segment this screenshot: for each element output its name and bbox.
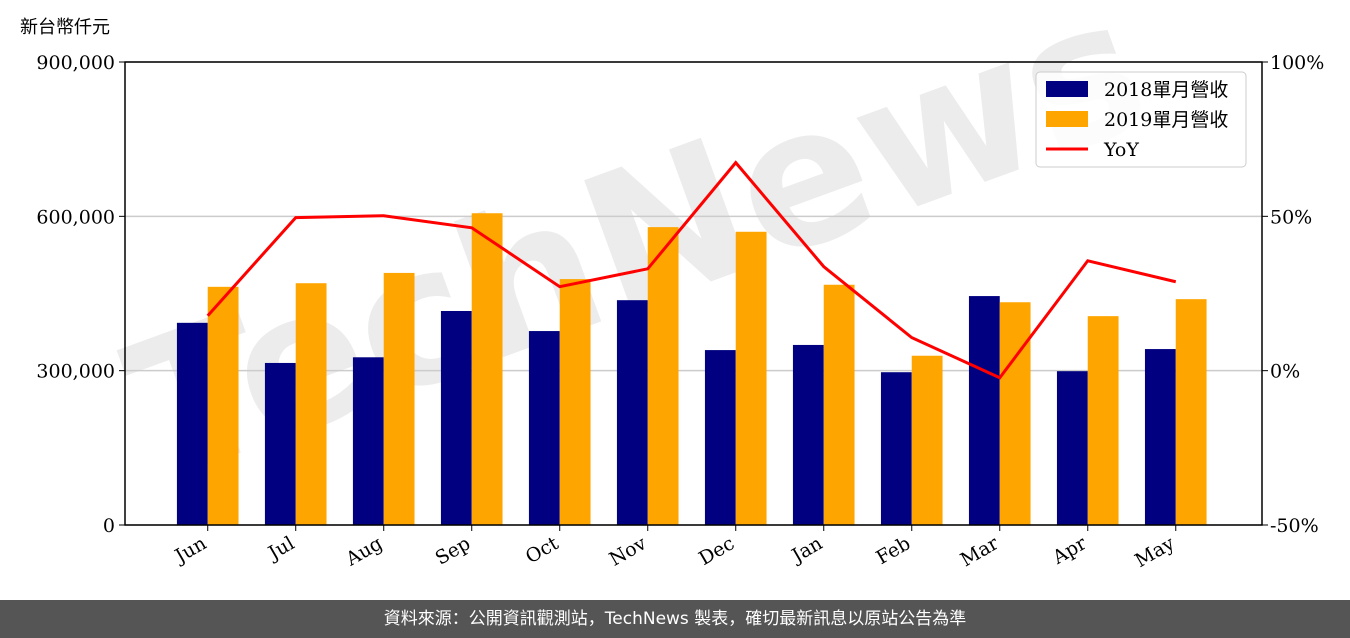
chart: TechNews 新台幣仟元 0300,000600,000900,000-50… [20,0,1324,572]
x-tick-label: Aug [341,532,386,571]
bar [207,286,239,525]
x-tick-label: Oct [522,532,563,568]
bar [264,362,296,525]
y-tick-label: 900,000 [36,52,115,74]
bar [528,331,560,525]
y2-tick-label: -50% [1270,515,1319,537]
bar [1056,371,1088,525]
bar [1087,316,1119,525]
bar [792,344,824,525]
x-tick-label: Jan [787,532,827,568]
x-tick-label: Jul [263,532,298,565]
bar [559,279,591,525]
bar [1144,349,1176,525]
y-axis-label: 新台幣仟元 [20,17,110,38]
x-tick-label: Mar [957,532,1003,571]
bar [1175,299,1207,525]
legend-swatch [1046,81,1088,97]
bar [352,357,384,525]
bar [440,310,472,525]
x-tick-label: Dec [695,532,738,570]
y-tick-label: 0 [103,515,115,537]
bar [176,322,208,525]
bar [383,272,415,525]
x-tick-label: Nov [606,532,651,571]
plot-frame [124,61,1263,526]
y-tick-label: 600,000 [36,206,115,228]
bar [999,302,1031,525]
legend-label: 2019單月營收 [1104,109,1228,131]
legend-label: YoY [1103,139,1139,161]
y2-tick-label: 50% [1270,206,1312,228]
y2-tick-label: 100% [1270,52,1324,74]
x-tick-label: Jun [170,532,211,568]
x-tick-label: Sep [432,532,475,569]
bar [471,213,503,525]
bar [295,283,327,525]
bar [823,284,855,525]
bar [704,350,736,525]
bar [911,355,943,525]
bar [647,227,679,526]
x-tick-label: May [1131,532,1178,572]
x-tick-label: Feb [872,532,914,569]
x-tick-label: Apr [1048,532,1091,569]
legend-box [1035,71,1247,168]
bar [880,372,912,525]
bar [968,296,1000,525]
footer: 資料來源：公開資訊觀測站，TechNews 製表，確切最新訊息以原站公告為準 [0,600,1350,638]
bar [735,231,767,525]
y2-tick-label: 0% [1270,361,1300,383]
bar [616,300,648,525]
y-tick-label: 300,000 [36,361,115,383]
line [206,160,1177,380]
legend-swatch [1046,111,1088,127]
legend-label: 2018單月營收 [1104,79,1228,101]
